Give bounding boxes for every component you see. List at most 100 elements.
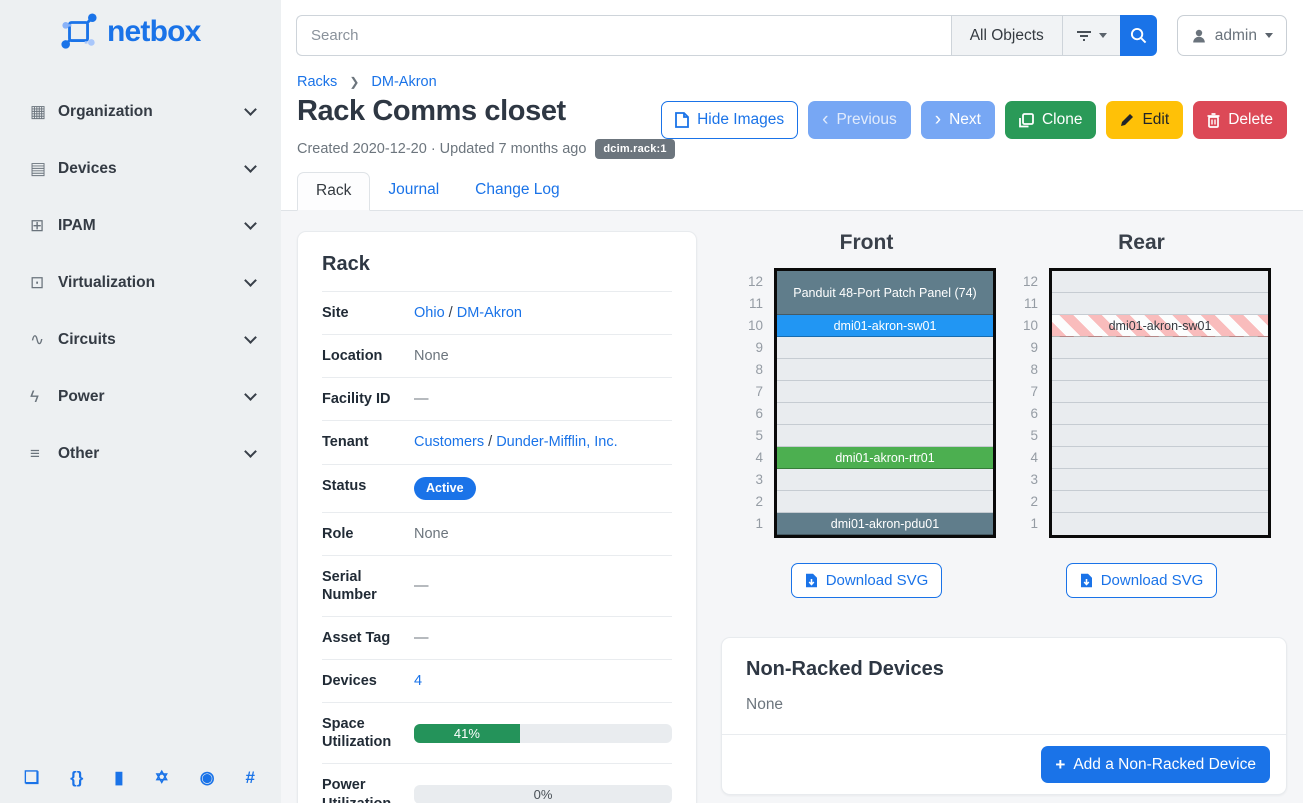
table-row: Location None	[322, 334, 672, 378]
unit-number: 7	[1030, 384, 1038, 399]
rack-device[interactable]: dmi01-akron-pdu01	[777, 513, 993, 535]
non-racked-devices-card: Non-Racked Devices None + Add a Non-Rack…	[721, 637, 1287, 795]
rack-device[interactable]: dmi01-akron-sw01	[777, 315, 993, 337]
created-updated-text: Created 2020-12-20 · Updated 7 months ag…	[297, 141, 587, 157]
previous-button[interactable]: ‹ Previous	[808, 101, 911, 139]
breadcrumb-site-link[interactable]: DM-Akron	[371, 74, 437, 90]
sidebar-item-devices[interactable]: ▤ Devices	[0, 148, 281, 190]
breadcrumb-racks-link[interactable]: Racks	[297, 74, 338, 90]
rack-device[interactable]: dmi01-akron-sw01	[1052, 315, 1268, 337]
tab-rack[interactable]: Rack	[297, 172, 371, 211]
global-search-group: All Objects	[296, 15, 1157, 56]
sidebar-item-ipam[interactable]: ⊞ IPAM	[0, 205, 281, 247]
rack-device[interactable]: Panduit 48-Port Patch Panel (74)	[777, 271, 993, 315]
netbox-logo[interactable]: netbox	[0, 0, 281, 75]
funnel-icon	[1076, 29, 1092, 43]
role-value: None	[414, 525, 449, 542]
unit-number: 7	[755, 384, 763, 399]
graphql-icon[interactable]: ✡	[154, 768, 169, 787]
tab-journal[interactable]: Journal	[388, 181, 440, 198]
object-meta: Created 2020-12-20 · Updated 7 months ag…	[297, 139, 1287, 159]
rear-download-svg-button[interactable]: Download SVG	[1065, 563, 1218, 598]
search-filter-button[interactable]	[1061, 15, 1120, 56]
sidebar-item-organization[interactable]: ▦ Organization	[0, 91, 281, 133]
edit-button[interactable]: Edit	[1106, 101, 1184, 139]
sidebar: netbox ▦ Organization ▤ Devices ⊞ IPAM ⊡ Virtua…	[0, 0, 281, 803]
rack-elevations: Front 12 11 10 9 8 7 6 5 4 3 2 1 Panduit 48-Port Pa…	[721, 231, 1287, 598]
hide-images-button[interactable]: Hide Images	[661, 101, 799, 139]
user-menu-button[interactable]: admin	[1176, 15, 1287, 56]
tenant-group-link[interactable]: Customers	[414, 434, 485, 451]
download-file-icon	[1080, 573, 1093, 588]
chevron-down-icon	[244, 160, 257, 173]
empty-rack-unit	[777, 403, 993, 425]
chevron-down-icon	[244, 331, 257, 344]
chevron-right-icon: ›	[934, 108, 942, 130]
sidebar-item-circuits[interactable]: ∿ Circuits	[0, 319, 281, 361]
non-racked-devices-footer: + Add a Non-Racked Device	[722, 734, 1286, 794]
search-icon	[1130, 27, 1147, 44]
page-head: Racks ❯ DM-Akron Rack Comms closet Hide …	[281, 69, 1303, 172]
device-count-link[interactable]: 4	[414, 673, 423, 690]
front-download-svg-button[interactable]: Download SVG	[790, 563, 943, 598]
api-braces-icon[interactable]: {}	[70, 768, 84, 787]
power-utilization-bar: 0%	[414, 785, 672, 803]
delete-button[interactable]: Delete	[1193, 101, 1287, 139]
separator: /	[488, 434, 493, 451]
front-unit-numbers: 12 11 10 9 8 7 6 5 4 3 2 1	[737, 268, 763, 538]
non-racked-devices-empty-text: None	[746, 696, 784, 713]
search-submit-button[interactable]	[1119, 15, 1157, 56]
unit-number: 3	[755, 472, 763, 487]
sidebar-item-virtualization[interactable]: ⊡ Virtualization	[0, 262, 281, 304]
clone-button[interactable]: Clone	[1004, 101, 1097, 139]
journal-icon[interactable]: ▮	[114, 768, 124, 787]
unit-number: 6	[755, 406, 763, 421]
content-area: Rack Site Ohio / DM-Akron Location None	[281, 211, 1303, 803]
empty-rack-unit	[777, 425, 993, 447]
empty-rack-unit	[1052, 513, 1268, 535]
breadcrumb-separator-icon: ❯	[349, 75, 360, 89]
tab-bar: Rack Journal Change Log	[281, 172, 1303, 211]
site-region-link[interactable]: Ohio	[414, 305, 445, 322]
sidebar-item-other[interactable]: ≡ Other	[0, 433, 281, 475]
chevron-down-icon	[244, 445, 257, 458]
table-row: Role None	[322, 512, 672, 555]
front-elevation: Front 12 11 10 9 8 7 6 5 4 3 2 1 Panduit 48-Port Pa…	[737, 231, 996, 598]
add-non-racked-device-button[interactable]: + Add a Non-Racked Device	[1041, 746, 1270, 783]
unit-number: 12	[1022, 274, 1038, 289]
sidebar-item-label: Power	[58, 388, 105, 405]
next-button[interactable]: › Next	[920, 101, 995, 139]
pencil-icon	[1120, 113, 1134, 127]
tenant-link[interactable]: Dunder-Mifflin, Inc.	[496, 434, 618, 451]
unit-number: 12	[747, 274, 763, 289]
docs-book-icon[interactable]: ❏	[24, 768, 40, 787]
organization-icon: ▦	[30, 102, 47, 121]
empty-rack-unit	[1052, 381, 1268, 403]
unit-number: 2	[1030, 494, 1038, 509]
status-badge: Active	[414, 476, 476, 500]
sidebar-item-power[interactable]: ϟ Power	[0, 376, 281, 418]
unit-number: 4	[1030, 450, 1038, 465]
sidebar-footer: ❏ {} ▮ ✡ ◉ #	[0, 769, 281, 803]
site-link[interactable]: DM-Akron	[456, 305, 522, 322]
slack-icon[interactable]: #	[245, 768, 255, 787]
ipam-icon: ⊞	[30, 216, 45, 235]
tab-change-log[interactable]: Change Log	[475, 181, 560, 198]
empty-rack-unit	[1052, 403, 1268, 425]
sidebar-item-label: Organization	[58, 103, 153, 120]
empty-rack-unit	[1052, 447, 1268, 469]
table-row: Asset Tag —	[322, 616, 672, 659]
space-utilization-bar: 41%	[414, 723, 672, 743]
rack-device[interactable]: dmi01-akron-rtr01	[777, 447, 993, 469]
search-scope-button[interactable]: All Objects	[950, 15, 1062, 56]
sidebar-item-label: Other	[58, 445, 100, 462]
table-row: Serial Number —	[322, 555, 672, 616]
netbox-logo-text: netbox	[107, 15, 201, 48]
separator: /	[448, 305, 453, 322]
chevron-down-icon	[244, 103, 257, 116]
main-area: All Objects	[281, 0, 1303, 803]
chevron-down-icon	[244, 388, 257, 401]
search-input[interactable]	[296, 15, 951, 56]
caret-down-icon	[1265, 33, 1273, 38]
github-icon[interactable]: ◉	[199, 768, 215, 787]
